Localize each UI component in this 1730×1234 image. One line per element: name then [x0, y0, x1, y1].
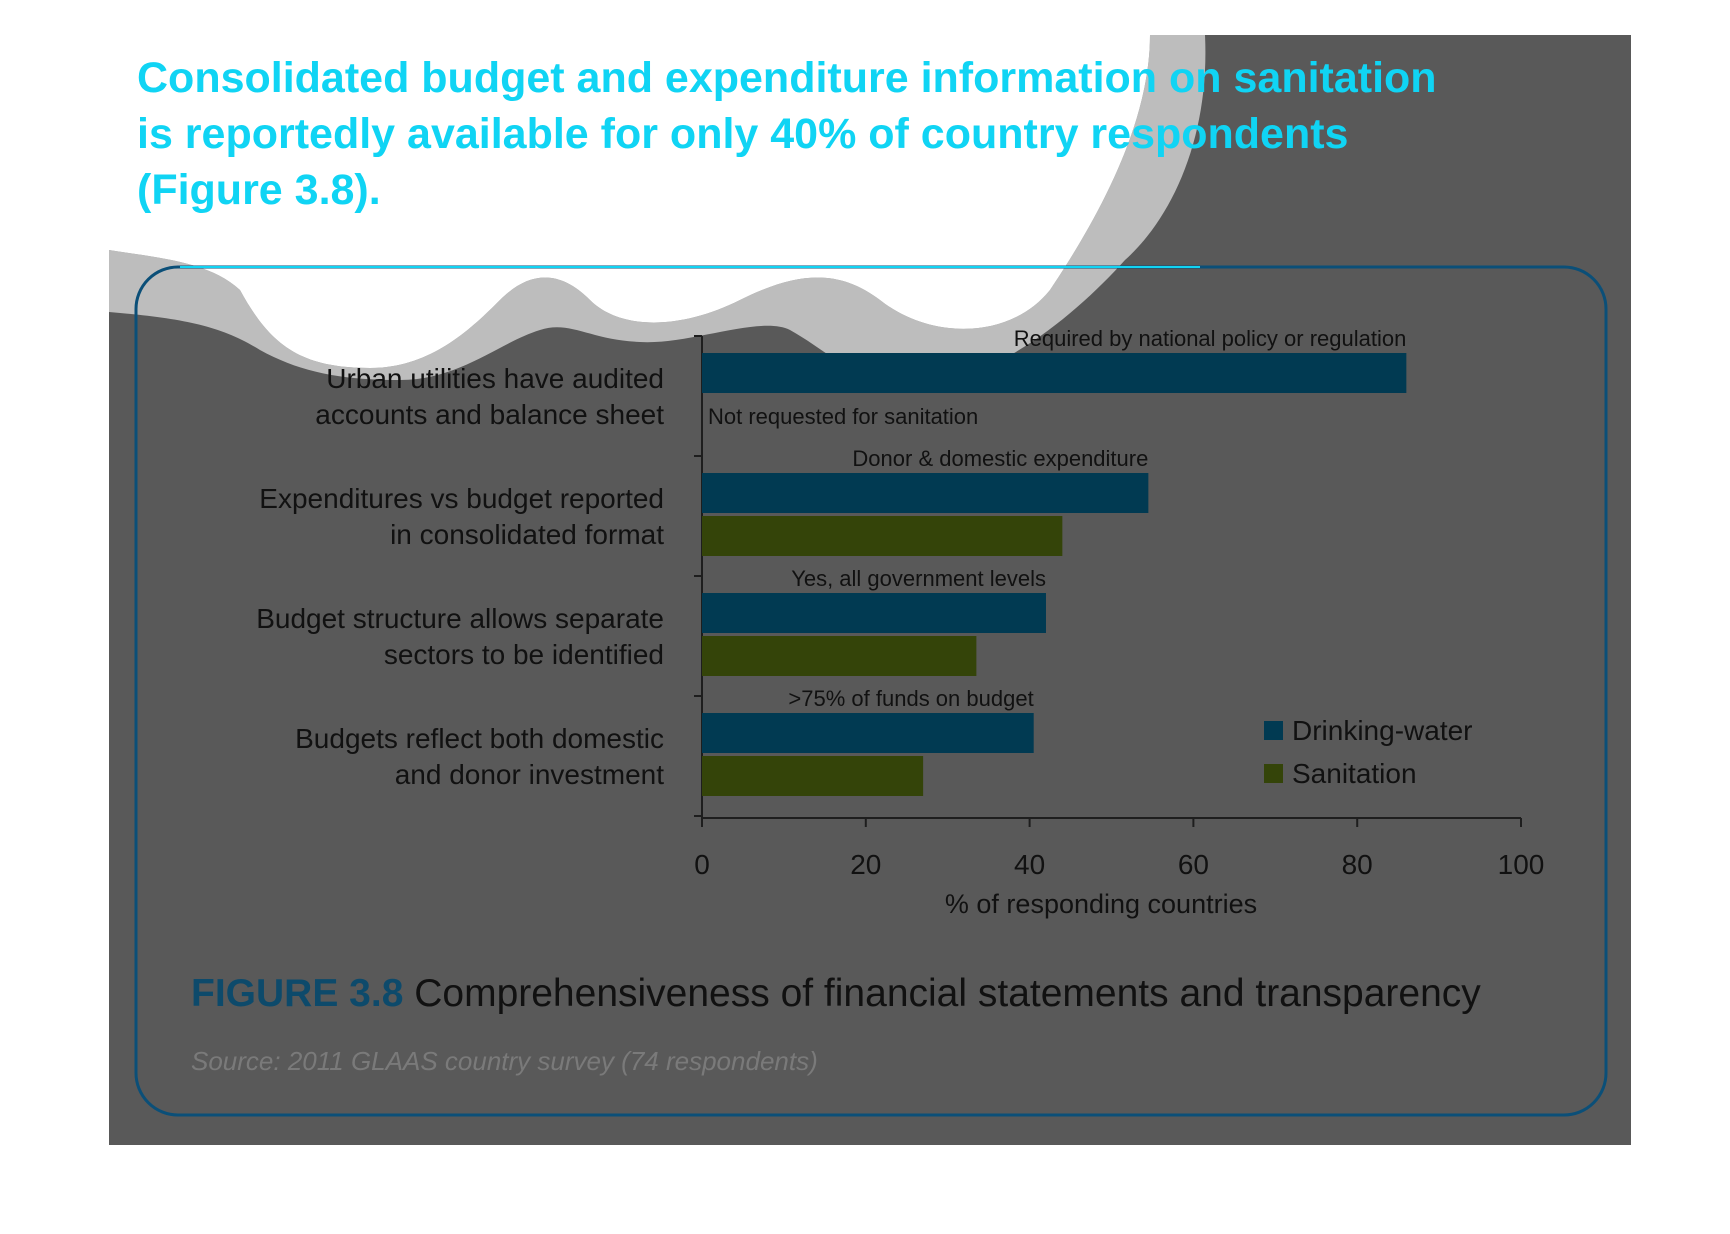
category-label: Urban utilities have audited — [326, 363, 664, 394]
bar-drinking-water-0 — [702, 353, 1407, 393]
category-label: Expenditures vs budget reported — [259, 483, 664, 514]
x-tick-label: 100 — [1498, 849, 1545, 880]
headline-line-2: is reportedly available for only 40% of … — [137, 110, 1349, 158]
x-tick-label: 40 — [1014, 849, 1045, 880]
caption-text: Comprehensiveness of financial statement… — [403, 972, 1481, 1015]
x-tick-label: 20 — [850, 849, 881, 880]
bar-notes: Required by national policy or regulatio… — [708, 326, 1406, 711]
bar-note: Yes, all government levels — [791, 566, 1046, 591]
bars — [702, 353, 1407, 796]
wave-white — [109, 35, 1150, 368]
headline-line-1: Consolidated budget and expenditure info… — [137, 54, 1437, 102]
x-axis-title: % of responding countries — [945, 889, 1257, 919]
bar-sanitation-1 — [702, 516, 1063, 556]
missing-bar-note: Not requested for sanitation — [708, 404, 978, 429]
category-label: accounts and balance sheet — [315, 399, 664, 430]
x-tick-label: 60 — [1178, 849, 1209, 880]
x-tick-label: 0 — [694, 849, 710, 880]
category-labels: Urban utilities have audited accounts and… — [256, 363, 664, 790]
category-label: Budget structure allows separate — [256, 603, 664, 634]
legend-label: Sanitation — [1292, 758, 1417, 789]
category-label: Budgets reflect both domestic — [295, 723, 664, 754]
legend-swatch-sanitation — [1264, 764, 1283, 783]
x-ticks: 0 20 40 60 80 100 — [694, 818, 1544, 880]
bar-note: >75% of funds on budget — [788, 686, 1033, 711]
legend-label: Drinking-water — [1292, 715, 1473, 746]
category-label: and donor investment — [395, 759, 665, 790]
category-label: sectors to be identified — [384, 639, 664, 670]
bar-note: Required by national policy or regulatio… — [1014, 326, 1407, 351]
x-tick-label: 80 — [1342, 849, 1373, 880]
caption-label: FIGURE 3.8 — [191, 972, 404, 1015]
slide-headline: Consolidated budget and expenditure info… — [137, 50, 1587, 218]
legend: Drinking-water Sanitation — [1264, 715, 1473, 789]
bar-drinking-water-3 — [702, 713, 1034, 753]
category-label: in consolidated format — [390, 519, 664, 550]
bar-note: Donor & domestic expenditure — [852, 446, 1148, 471]
figure-caption: FIGURE 3.8 Comprehensiveness of financia… — [191, 972, 1481, 1016]
source-note: Source: 2011 GLAAS country survey (74 re… — [191, 1046, 818, 1076]
bar-drinking-water-1 — [702, 473, 1149, 513]
bar-sanitation-3 — [702, 756, 924, 796]
bar-sanitation-2 — [702, 636, 977, 676]
bar-drinking-water-2 — [702, 593, 1046, 633]
category-ticks — [694, 335, 702, 817]
headline-line-3: (Figure 3.8). — [137, 166, 381, 214]
legend-swatch-drinking-water — [1264, 721, 1283, 740]
